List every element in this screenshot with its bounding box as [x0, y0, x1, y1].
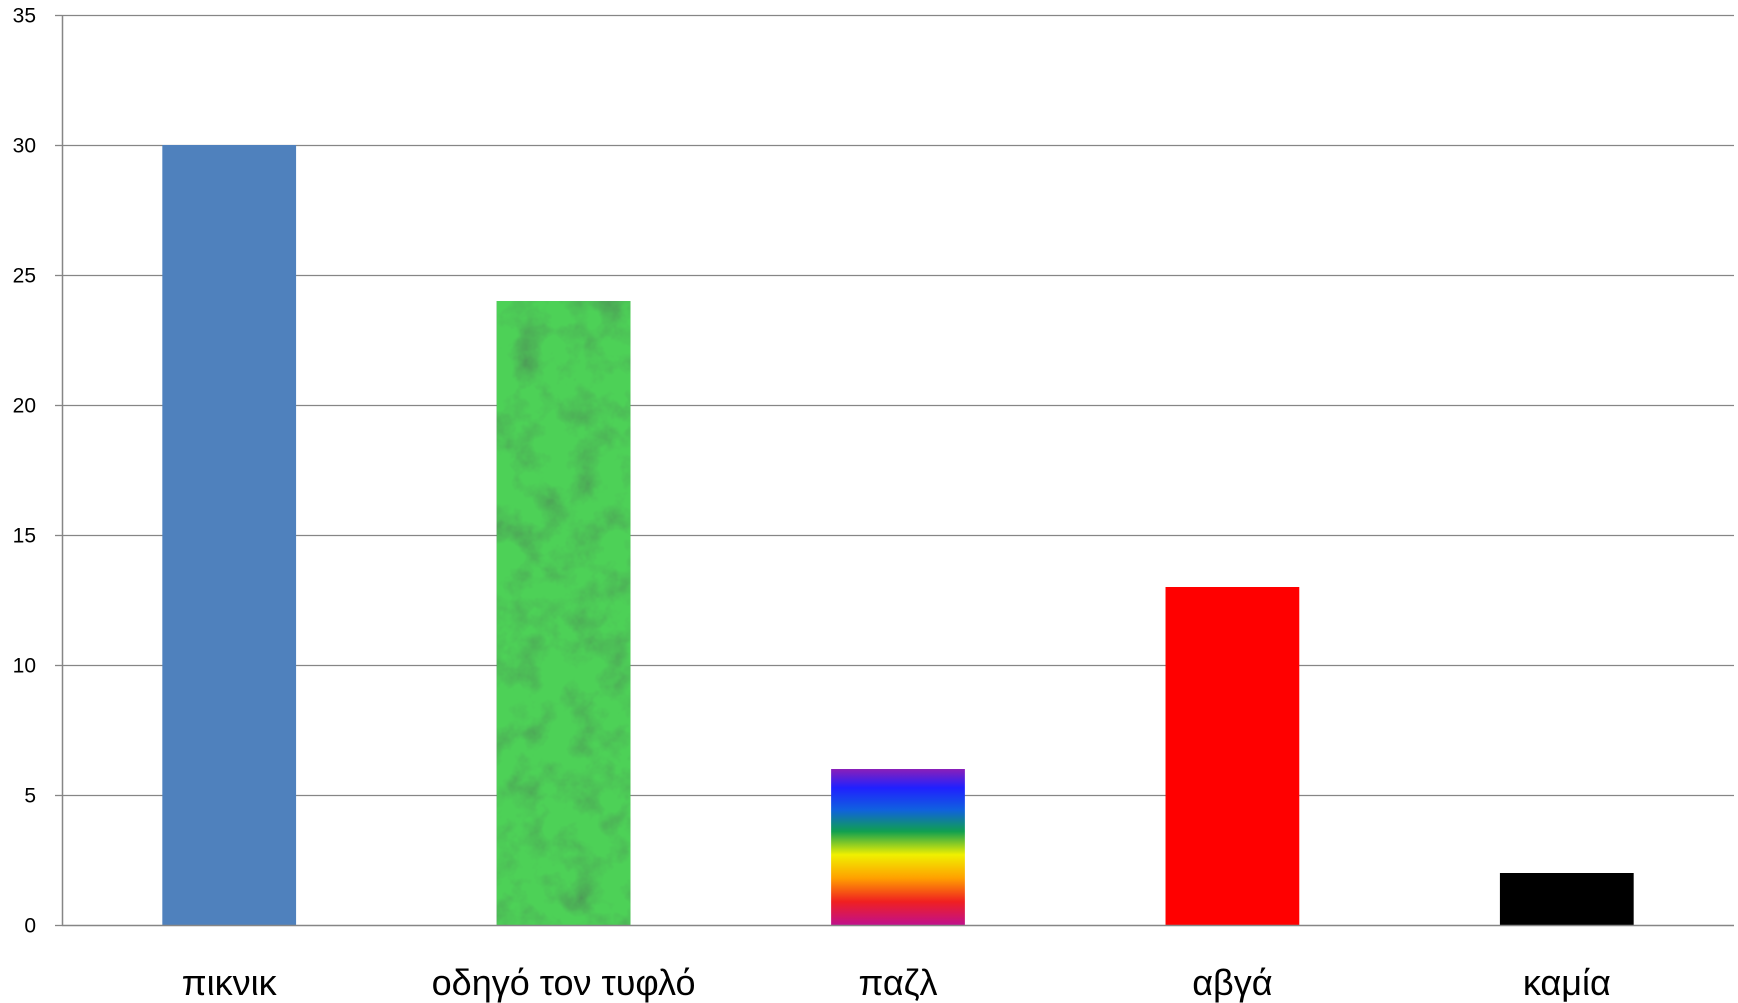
bar-1 — [162, 145, 297, 925]
x-category-label: πικνικ — [182, 962, 278, 1003]
gridlines — [62, 14, 1734, 797]
y-tick-label: 30 — [13, 135, 36, 158]
bar-3 — [831, 769, 965, 925]
y-tick-label: 20 — [13, 395, 36, 418]
y-tick-label: 25 — [13, 265, 36, 288]
bar-5 — [1499, 873, 1634, 925]
y-tick-label: 35 — [13, 5, 36, 28]
x-category-label: αβγά — [1192, 962, 1272, 1003]
bar-4 — [1165, 587, 1300, 925]
y-tick-label: 15 — [13, 525, 36, 548]
y-tick-label: 10 — [13, 655, 36, 678]
x-category-label: οδηγό τον τυφλό — [432, 962, 696, 1003]
y-tick-label: 0 — [24, 915, 36, 938]
x-category-label: καμία — [1523, 962, 1611, 1003]
y-axis-tick-labels: 0 5 10 15 20 25 30 35 — [13, 5, 36, 938]
x-category-label: παζλ — [858, 962, 937, 1003]
axes — [55, 14, 1734, 927]
category-labels: πικνικ οδηγό τον τυφλό παζλ αβγά καμία — [182, 962, 1611, 1003]
bars — [162, 145, 1634, 925]
bar-2 — [496, 301, 631, 925]
y-tick-label: 5 — [24, 785, 36, 808]
